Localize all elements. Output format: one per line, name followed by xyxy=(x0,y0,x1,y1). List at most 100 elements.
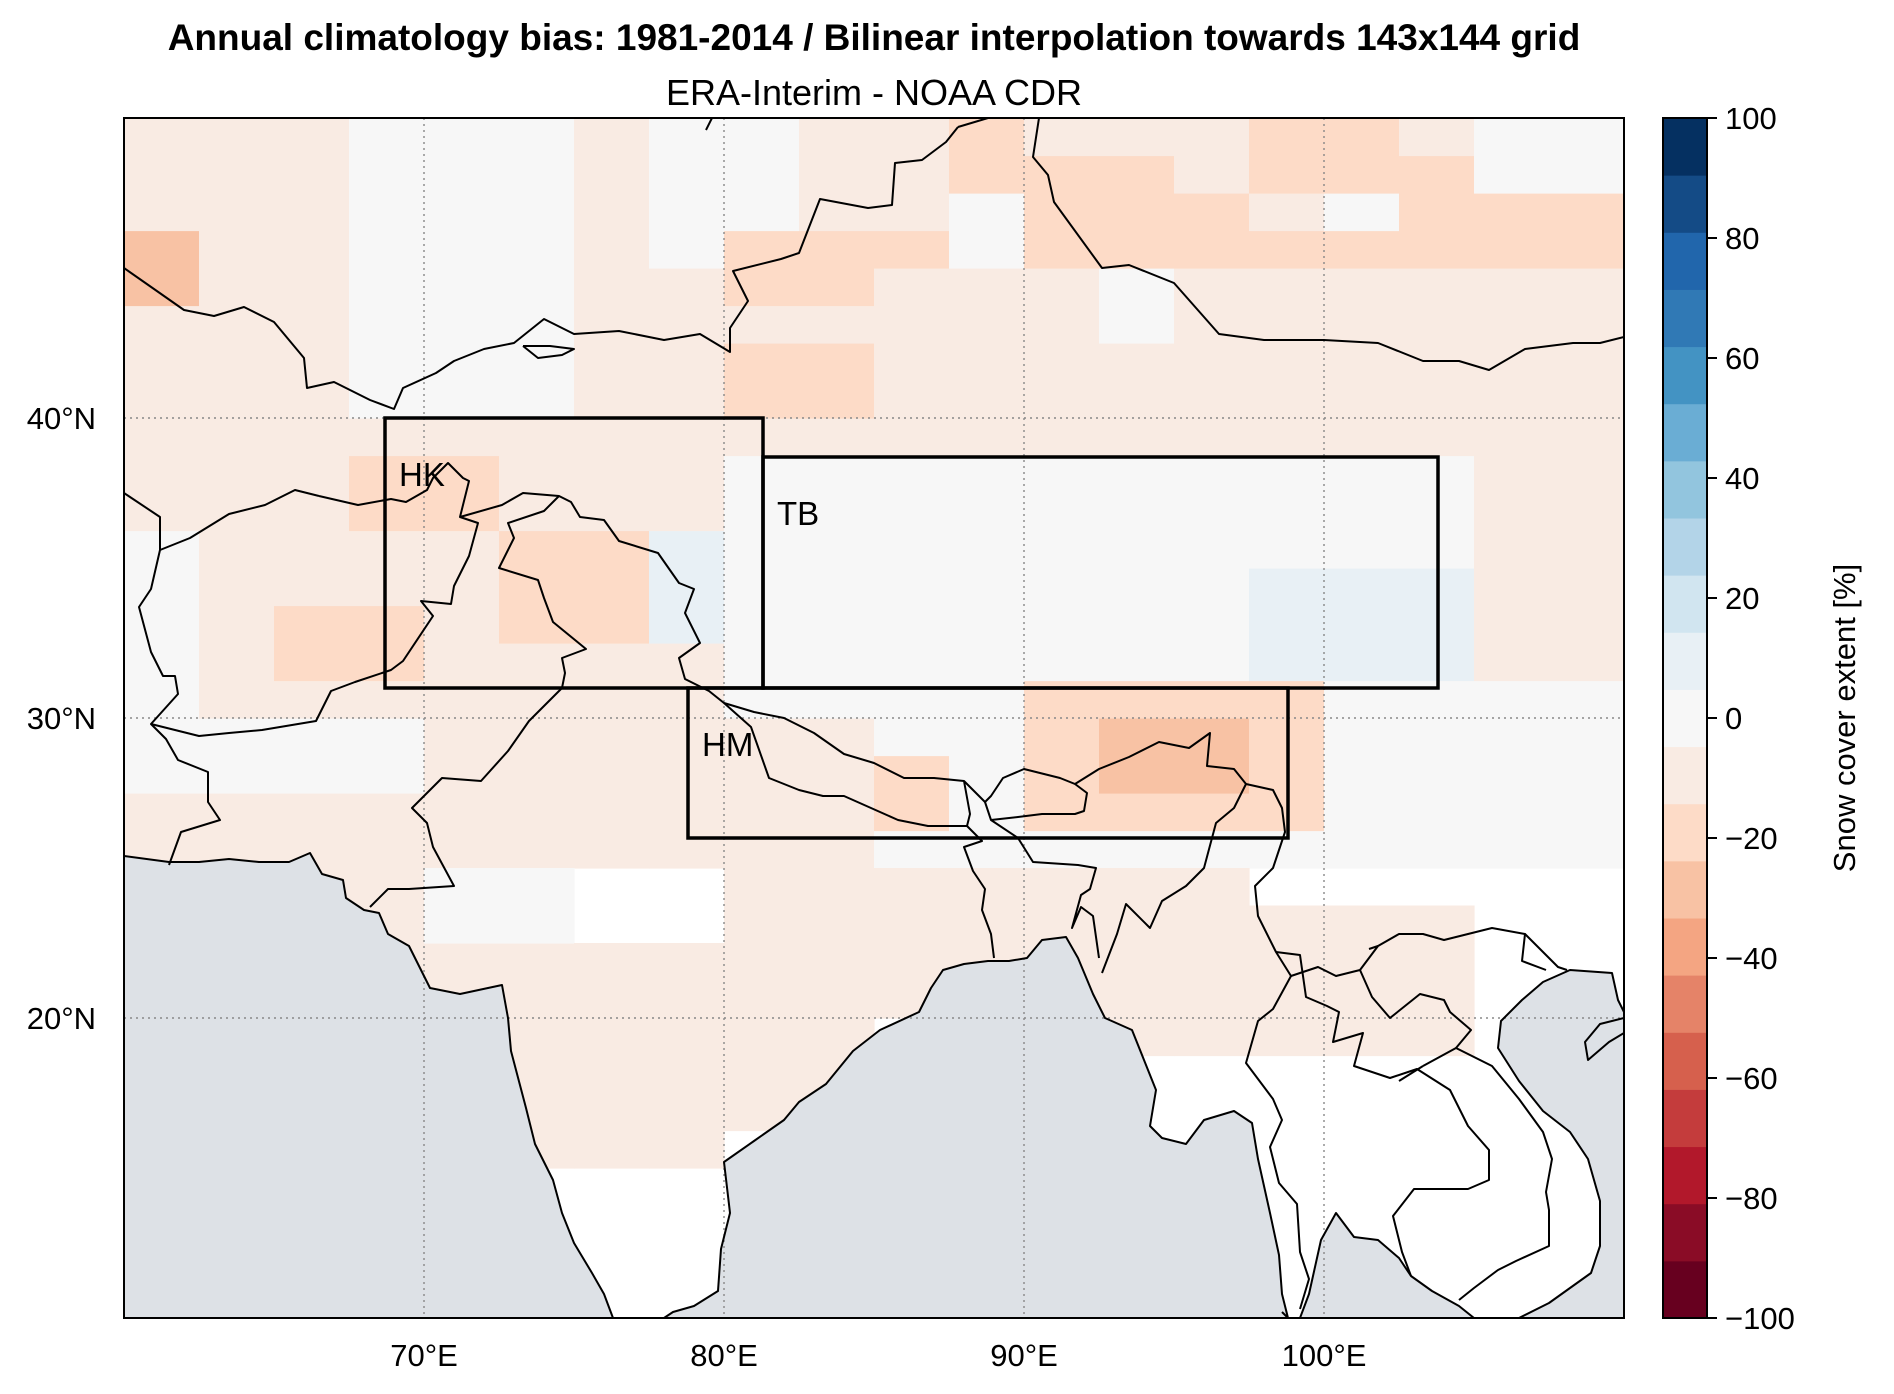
bias-cell xyxy=(1024,530,1100,569)
bias-cell xyxy=(949,493,1025,532)
coastline xyxy=(124,852,614,1318)
bias-cell xyxy=(1549,268,1624,307)
bias-cell xyxy=(1174,643,1250,682)
bias-cell xyxy=(1174,230,1250,269)
bias-cell xyxy=(124,568,200,607)
bias-cell xyxy=(949,455,1025,494)
bias-cell xyxy=(724,718,800,757)
coastline xyxy=(1497,969,1624,1318)
bias-cell xyxy=(574,1018,650,1057)
bias-cell xyxy=(724,305,800,344)
colorbar-segment xyxy=(1663,460,1707,519)
colorbar: 100 80 60 40 20 0 −20 −40 −60 −80 −100 xyxy=(1662,101,1795,1336)
bias-cell xyxy=(349,268,425,307)
bias-cell xyxy=(574,568,650,607)
bias-cell xyxy=(349,868,425,907)
bias-cell xyxy=(499,830,575,869)
bias-cell xyxy=(199,718,275,757)
bias-cell xyxy=(574,1055,650,1094)
bias-cell xyxy=(1549,155,1624,194)
bias-cell xyxy=(499,380,575,419)
bias-cell xyxy=(874,343,950,382)
bias-cell xyxy=(424,155,500,194)
bias-cell xyxy=(199,455,275,494)
bias-cell xyxy=(1249,455,1325,494)
bias-cell xyxy=(1249,118,1325,157)
coastlines xyxy=(124,118,1624,1318)
bias-cell xyxy=(949,643,1025,682)
bias-cell xyxy=(199,193,275,232)
bias-cell xyxy=(1474,418,1550,457)
bias-cell xyxy=(349,643,425,682)
bias-cell xyxy=(874,905,950,944)
colorbar-segment xyxy=(1663,346,1707,405)
bias-cell xyxy=(949,530,1025,569)
country-border xyxy=(150,516,479,737)
bias-cell xyxy=(1549,605,1624,644)
bias-cell xyxy=(124,118,200,157)
bias-cell xyxy=(1324,530,1400,569)
colorbar-segment xyxy=(1663,1203,1707,1262)
bias-cell xyxy=(1099,268,1175,307)
colorbar-segment xyxy=(1663,1146,1707,1205)
bias-cell xyxy=(124,755,200,794)
bias-cell xyxy=(949,118,1025,157)
bias-cell xyxy=(424,568,500,607)
ocean-mask-2 xyxy=(1300,1213,1474,1318)
bias-cell xyxy=(1249,418,1325,457)
bias-cell xyxy=(1399,230,1475,269)
bias-cell xyxy=(1174,868,1250,907)
bias-cell xyxy=(424,755,500,794)
bias-cell xyxy=(1099,793,1175,832)
bias-cell xyxy=(799,680,875,719)
bias-cell xyxy=(574,755,650,794)
bias-cell xyxy=(1399,793,1475,832)
bias-cell xyxy=(649,943,725,982)
bias-cell xyxy=(1024,343,1100,382)
bias-cell xyxy=(649,605,725,644)
bias-cell xyxy=(1099,980,1175,1019)
bias-cell xyxy=(649,530,725,569)
bias-cell xyxy=(1174,530,1250,569)
bias-cell xyxy=(874,493,950,532)
bias-cell xyxy=(1174,418,1250,457)
bias-cell xyxy=(499,530,575,569)
y-tick-labels: 40°N 30°N 20°N xyxy=(27,401,96,1036)
bias-cell xyxy=(1399,193,1475,232)
bias-cell xyxy=(874,643,950,682)
bias-cell xyxy=(949,305,1025,344)
region-label-hk: HK xyxy=(399,456,445,493)
bias-cell xyxy=(1549,830,1624,869)
bias-cell xyxy=(1249,343,1325,382)
bias-cell xyxy=(649,380,725,419)
bias-cell xyxy=(199,605,275,644)
bias-cell xyxy=(799,793,875,832)
bias-cell xyxy=(1549,793,1624,832)
bias-cell xyxy=(949,418,1025,457)
bias-cell xyxy=(574,605,650,644)
bias-cell xyxy=(1249,155,1325,194)
bias-cell xyxy=(1474,568,1550,607)
bias-cell xyxy=(1099,155,1175,194)
bias-cell xyxy=(874,718,950,757)
bias-cell xyxy=(199,118,275,157)
colorbar-segment xyxy=(1663,1260,1707,1319)
bias-cell xyxy=(274,530,350,569)
bias-cell xyxy=(799,493,875,532)
bias-cell xyxy=(424,418,500,457)
bias-cell xyxy=(349,305,425,344)
bias-cell xyxy=(874,268,950,307)
bias-cell xyxy=(1549,118,1624,157)
bias-cell xyxy=(1474,118,1550,157)
y-tick-label: 30°N xyxy=(27,701,96,736)
bias-cell xyxy=(1099,418,1175,457)
bias-cell xyxy=(1174,155,1250,194)
colorbar-segment xyxy=(1663,1089,1707,1148)
bias-cell xyxy=(124,193,200,232)
region-label-hm: HM xyxy=(702,726,753,763)
country-border xyxy=(1245,783,1547,977)
bias-cell xyxy=(349,155,425,194)
bias-cell xyxy=(799,155,875,194)
bias-cell xyxy=(1174,193,1250,232)
